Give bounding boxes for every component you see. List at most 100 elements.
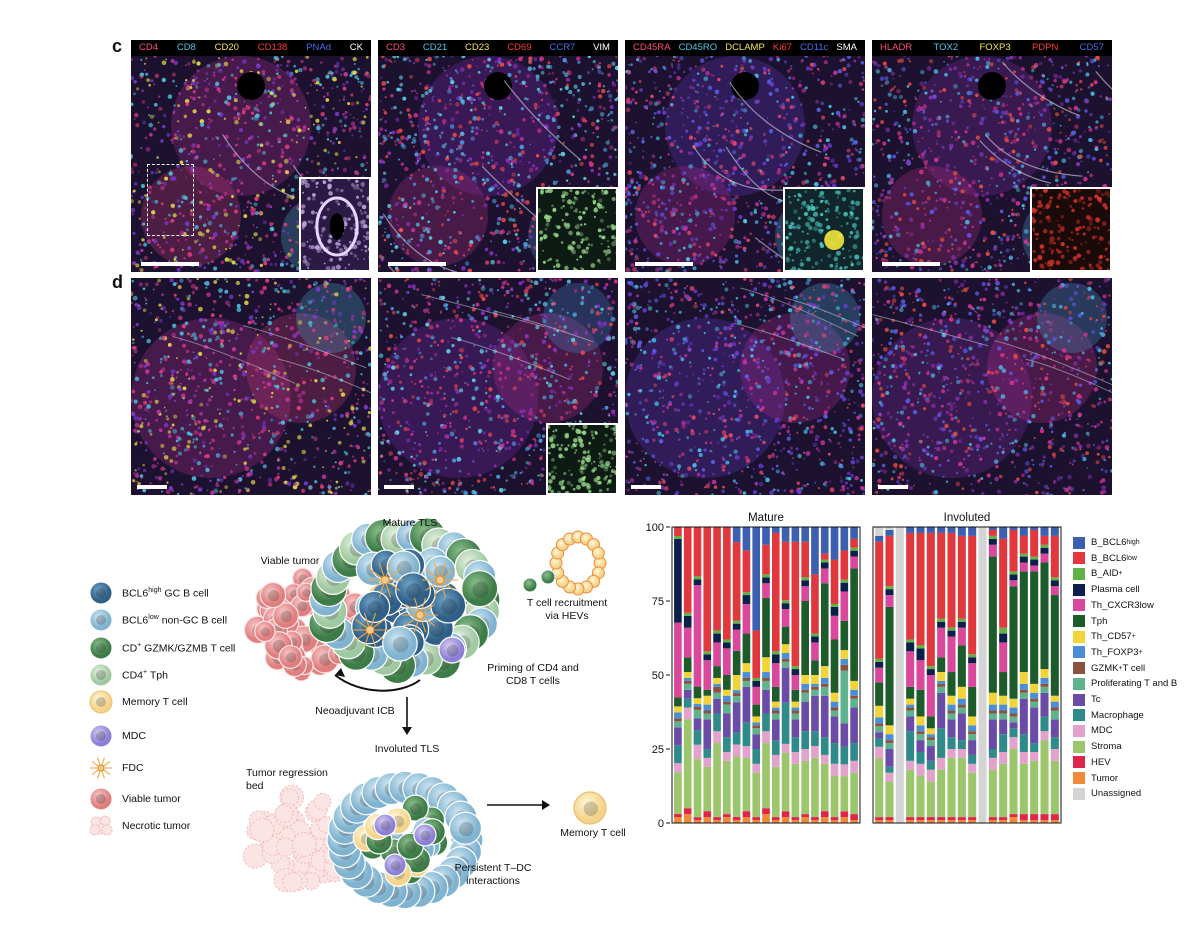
legend-label: Stroma — [1091, 741, 1122, 752]
bar-segment-th-cxcr3low — [885, 595, 893, 607]
bar-segment-b-aid — [841, 580, 849, 583]
bar-segment-stroma — [723, 761, 731, 814]
bar-segment-stroma — [792, 764, 800, 817]
marker-label: CD8 — [177, 40, 196, 56]
bar-segment-gzmk-t-cell — [916, 731, 924, 734]
bar-segment-tph — [733, 651, 741, 675]
bar-segment-proliferating-t-and-b — [733, 696, 741, 702]
bar-segment-stroma — [906, 770, 914, 817]
bar-segment-b-bcl6low — [875, 542, 883, 659]
bar-segment-hev — [831, 817, 839, 820]
necrotic-tumor-cell — [314, 793, 330, 809]
bar-segment-tc — [1040, 693, 1048, 717]
bar-segment-b-aid — [801, 577, 809, 580]
bar-segment-mdc — [723, 752, 731, 761]
bar-segment-th-cd57 — [947, 696, 955, 705]
bar-segment-hev — [674, 814, 682, 817]
bar-segment-stroma — [1051, 761, 1059, 814]
mdc-cell — [384, 854, 406, 876]
bar-segment-macrophage — [772, 740, 780, 755]
bar-segment-tc — [850, 708, 858, 744]
bar-segment-gzmk-t-cell — [703, 711, 711, 714]
cell-legend-label: CD4+ Tph — [122, 669, 168, 682]
bar-segment-b-aid — [684, 613, 692, 616]
bar-segment-hev — [1051, 814, 1059, 820]
bar-segment-th-foxp3 — [684, 678, 692, 681]
legend-label: Tc — [1091, 694, 1101, 705]
bar-segment-th-cxcr3low — [850, 557, 858, 569]
bar-segment-plasma-cell — [694, 579, 702, 585]
y-tick-label: 0 — [658, 818, 664, 830]
bar-segment-tc — [772, 719, 780, 740]
chart-group-title: Mature — [748, 512, 784, 524]
bar-segment-tumor — [782, 817, 790, 823]
bar-segment-mdc — [752, 764, 760, 773]
bar-segment-plasma-cell — [875, 662, 883, 668]
bar-segment-tc — [968, 740, 976, 755]
bar-segment-tph — [782, 627, 790, 645]
bar-segment-hev — [821, 811, 829, 817]
bar-segment-b-aid — [885, 586, 893, 589]
legend-sup: low — [1126, 555, 1137, 562]
bar-segment-proliferating-t-and-b — [1030, 702, 1038, 708]
bar-segment-mdc — [1020, 752, 1028, 764]
diagram-illustration — [0, 505, 640, 935]
bar-segment-plasma-cell — [1040, 548, 1048, 554]
bar-segment-th-cxcr3low — [1020, 563, 1028, 572]
bar-segment-gzmk-t-cell — [968, 731, 976, 734]
bar-segment-proliferating-t-and-b — [762, 681, 770, 690]
bcl6high-icon — [88, 580, 114, 606]
bar-segment-b-aid — [989, 536, 997, 539]
bar-segment-tph — [927, 716, 935, 728]
bar-segment-proliferating-t-and-b — [1040, 687, 1048, 693]
fdc-icon — [88, 755, 114, 781]
bar-segment-th-foxp3 — [1030, 693, 1038, 699]
necrotic-tumor-cell — [250, 819, 273, 842]
bar-segment-plasma-cell — [703, 654, 711, 660]
t-cell-recruitment-label: T cell recruitment via HEVs — [512, 597, 622, 623]
bar-segment-th-cd57 — [821, 666, 829, 678]
bar-segment-hev — [885, 817, 893, 820]
bar-segment-th-cd57 — [723, 690, 731, 696]
y-tick-label: 100 — [646, 522, 664, 534]
bar-segment-b-aid — [937, 619, 945, 622]
marker-label: FOXP3 — [979, 40, 1010, 56]
bar-segment-tph — [703, 690, 711, 696]
bar-segment-macrophage — [885, 767, 893, 773]
bar-segment-th-cxcr3low — [1009, 580, 1017, 586]
scale-bar — [635, 262, 693, 266]
bar-segment-th-cd57 — [850, 681, 858, 690]
chart-legend-item: GZMK+ T cell — [1073, 662, 1145, 675]
bar-segment-tph — [968, 687, 976, 717]
bar-segment-plasma-cell — [752, 681, 760, 687]
mdc-cell — [374, 814, 396, 836]
legend-label: T cell — [1123, 663, 1146, 674]
bar-segment-th-cxcr3low — [772, 663, 780, 687]
chart-legend-item: Tph — [1073, 615, 1107, 628]
bar-segment-tph — [821, 583, 829, 666]
memory-icon — [88, 689, 114, 715]
bar-segment-b-bcl6low — [906, 533, 914, 640]
marker-label: SMA — [836, 40, 857, 56]
bar-segment-th-cd57 — [811, 675, 819, 684]
cell-legend-label: CD+ GZMK/GZMB T cell — [122, 642, 235, 655]
bar-segment-b-bcl6low — [821, 554, 829, 560]
bar-segment-macrophage — [723, 737, 731, 752]
bar-segment-macrophage — [968, 755, 976, 764]
legend-label: GZMK — [1091, 663, 1118, 674]
bar-segment-hev — [752, 817, 760, 820]
legend-label: Tumor — [1091, 773, 1118, 784]
micrograph-inset — [299, 177, 371, 272]
bar-segment-b-aid — [958, 619, 966, 622]
bar-segment-b-aid — [772, 651, 780, 654]
marker-label: HLADR — [880, 40, 912, 56]
bar-segment-th-cxcr3low — [684, 628, 692, 658]
marker-label: CD11c — [800, 40, 828, 56]
bar-segment-th-foxp3 — [703, 705, 711, 711]
bar-segment-th-cxcr3low — [841, 591, 849, 620]
bar-segment-b-bcl6high — [752, 527, 760, 631]
bar-segment-plasma-cell — [916, 648, 924, 660]
bar-segment-hev — [1020, 814, 1028, 820]
bar-segment-plasma-cell — [743, 595, 751, 604]
